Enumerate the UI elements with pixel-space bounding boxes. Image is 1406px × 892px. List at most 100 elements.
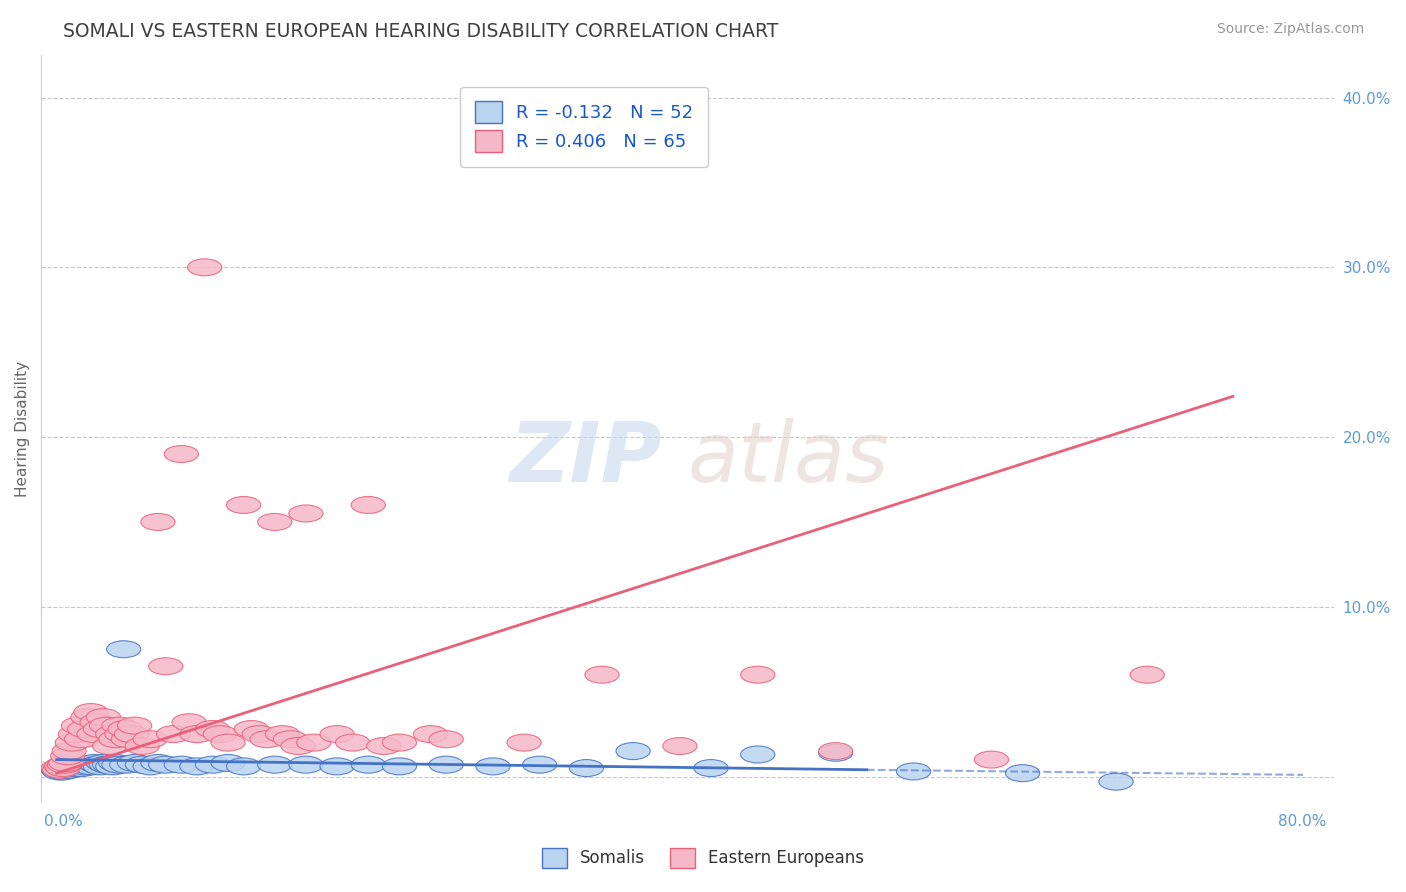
Ellipse shape bbox=[42, 761, 77, 778]
Ellipse shape bbox=[125, 756, 159, 773]
Ellipse shape bbox=[523, 756, 557, 773]
Ellipse shape bbox=[336, 734, 370, 751]
Text: Source: ZipAtlas.com: Source: ZipAtlas.com bbox=[1216, 22, 1364, 37]
Ellipse shape bbox=[114, 725, 149, 743]
Ellipse shape bbox=[48, 758, 82, 775]
Ellipse shape bbox=[90, 717, 124, 734]
Ellipse shape bbox=[1005, 764, 1039, 781]
Ellipse shape bbox=[662, 738, 697, 755]
Ellipse shape bbox=[52, 743, 86, 760]
Ellipse shape bbox=[897, 763, 931, 780]
Ellipse shape bbox=[93, 738, 127, 755]
Text: 80.0%: 80.0% bbox=[1278, 814, 1326, 829]
Ellipse shape bbox=[70, 756, 105, 773]
Ellipse shape bbox=[695, 760, 728, 777]
Ellipse shape bbox=[382, 758, 416, 775]
Ellipse shape bbox=[118, 717, 152, 734]
Y-axis label: Hearing Disability: Hearing Disability bbox=[15, 360, 30, 497]
Ellipse shape bbox=[98, 755, 134, 772]
Ellipse shape bbox=[202, 725, 238, 743]
Ellipse shape bbox=[321, 758, 354, 775]
Text: ZIP: ZIP bbox=[509, 418, 662, 499]
Ellipse shape bbox=[101, 756, 136, 773]
Ellipse shape bbox=[429, 731, 464, 747]
Ellipse shape bbox=[125, 738, 159, 755]
Ellipse shape bbox=[281, 738, 315, 755]
Ellipse shape bbox=[741, 666, 775, 683]
Ellipse shape bbox=[67, 758, 101, 775]
Ellipse shape bbox=[65, 760, 98, 777]
Ellipse shape bbox=[352, 756, 385, 773]
Ellipse shape bbox=[49, 761, 83, 778]
Ellipse shape bbox=[51, 747, 84, 764]
Ellipse shape bbox=[75, 758, 108, 775]
Ellipse shape bbox=[55, 734, 90, 751]
Ellipse shape bbox=[165, 756, 198, 773]
Ellipse shape bbox=[67, 721, 101, 738]
Ellipse shape bbox=[974, 751, 1008, 768]
Ellipse shape bbox=[46, 763, 80, 780]
Ellipse shape bbox=[42, 763, 77, 780]
Ellipse shape bbox=[297, 734, 330, 751]
Ellipse shape bbox=[41, 760, 76, 777]
Ellipse shape bbox=[52, 761, 86, 778]
Ellipse shape bbox=[429, 756, 464, 773]
Ellipse shape bbox=[90, 756, 124, 773]
Ellipse shape bbox=[62, 756, 96, 773]
Ellipse shape bbox=[51, 760, 84, 777]
Ellipse shape bbox=[165, 445, 198, 463]
Ellipse shape bbox=[211, 734, 245, 751]
Legend: Somalis, Eastern Europeans: Somalis, Eastern Europeans bbox=[536, 841, 870, 875]
Ellipse shape bbox=[226, 758, 260, 775]
Ellipse shape bbox=[75, 704, 108, 721]
Ellipse shape bbox=[101, 717, 136, 734]
Ellipse shape bbox=[818, 744, 853, 761]
Ellipse shape bbox=[250, 731, 284, 747]
Ellipse shape bbox=[226, 497, 260, 514]
Ellipse shape bbox=[242, 725, 277, 743]
Ellipse shape bbox=[187, 259, 222, 276]
Ellipse shape bbox=[110, 756, 143, 773]
Ellipse shape bbox=[172, 714, 207, 731]
Ellipse shape bbox=[80, 756, 114, 773]
Ellipse shape bbox=[70, 708, 105, 725]
Ellipse shape bbox=[55, 758, 90, 775]
Ellipse shape bbox=[141, 514, 176, 531]
Ellipse shape bbox=[93, 756, 127, 773]
Ellipse shape bbox=[86, 708, 121, 725]
Ellipse shape bbox=[273, 731, 308, 747]
Ellipse shape bbox=[96, 725, 129, 743]
Ellipse shape bbox=[77, 725, 111, 743]
Legend: R = -0.132   N = 52, R = 0.406   N = 65: R = -0.132 N = 52, R = 0.406 N = 65 bbox=[460, 87, 709, 167]
Ellipse shape bbox=[111, 731, 145, 747]
Ellipse shape bbox=[96, 758, 129, 775]
Ellipse shape bbox=[86, 755, 121, 772]
Ellipse shape bbox=[58, 725, 93, 743]
Ellipse shape bbox=[508, 734, 541, 751]
Text: atlas: atlas bbox=[688, 418, 889, 499]
Ellipse shape bbox=[569, 760, 603, 777]
Ellipse shape bbox=[107, 640, 141, 657]
Ellipse shape bbox=[77, 755, 111, 772]
Ellipse shape bbox=[41, 761, 76, 778]
Ellipse shape bbox=[149, 657, 183, 674]
Ellipse shape bbox=[616, 743, 650, 760]
Ellipse shape bbox=[288, 756, 323, 773]
Ellipse shape bbox=[108, 721, 142, 738]
Ellipse shape bbox=[48, 756, 82, 773]
Ellipse shape bbox=[1130, 666, 1164, 683]
Ellipse shape bbox=[149, 756, 183, 773]
Ellipse shape bbox=[65, 731, 98, 747]
Ellipse shape bbox=[134, 731, 167, 747]
Ellipse shape bbox=[413, 725, 447, 743]
Text: SOMALI VS EASTERN EUROPEAN HEARING DISABILITY CORRELATION CHART: SOMALI VS EASTERN EUROPEAN HEARING DISAB… bbox=[63, 22, 779, 41]
Ellipse shape bbox=[134, 758, 167, 775]
Ellipse shape bbox=[180, 758, 214, 775]
Ellipse shape bbox=[257, 514, 292, 531]
Ellipse shape bbox=[211, 755, 245, 772]
Ellipse shape bbox=[156, 725, 191, 743]
Ellipse shape bbox=[288, 505, 323, 522]
Ellipse shape bbox=[818, 743, 853, 760]
Ellipse shape bbox=[195, 756, 229, 773]
Ellipse shape bbox=[80, 714, 114, 731]
